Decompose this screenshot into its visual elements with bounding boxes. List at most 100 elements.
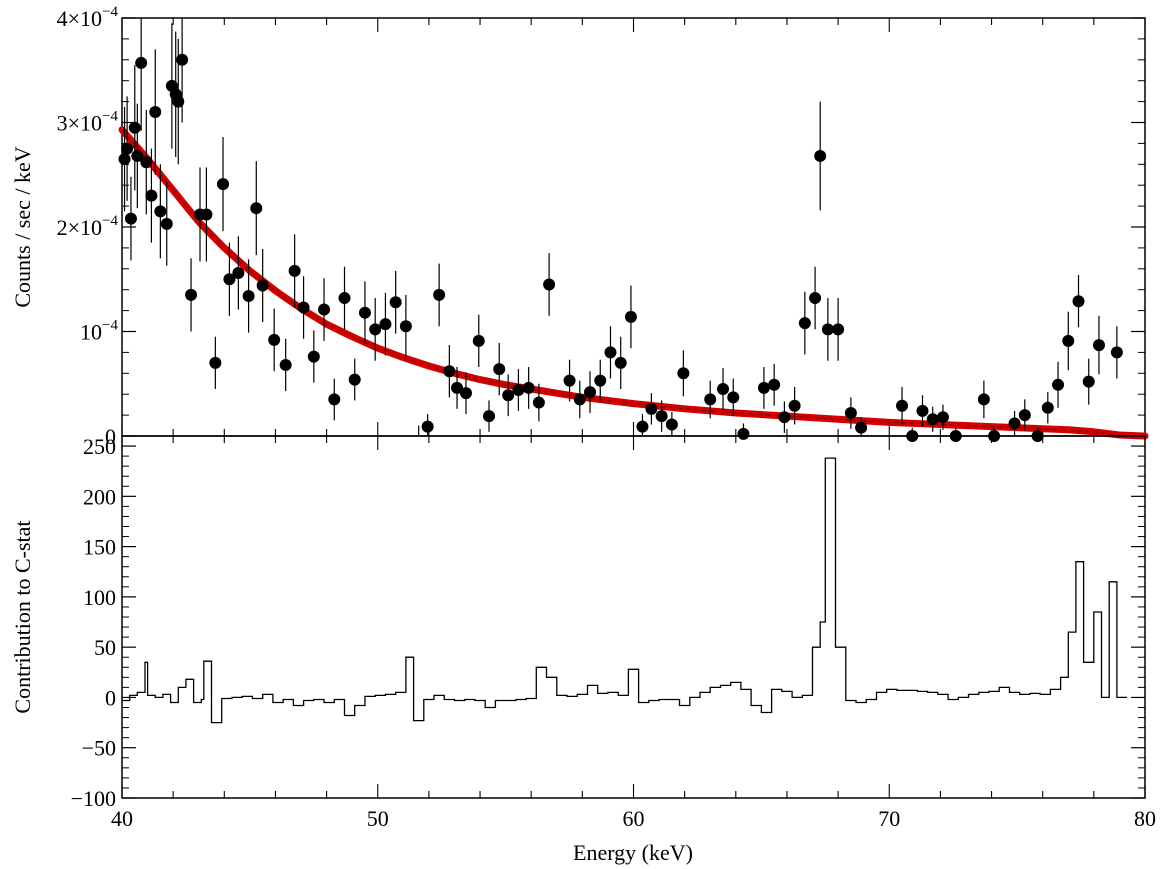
top-y-tick-exponent: −4	[102, 109, 118, 125]
data-point	[145, 189, 158, 202]
data-point	[379, 318, 392, 331]
data-point	[512, 384, 525, 397]
data-point	[131, 149, 144, 162]
bottom-panel: −100 −50 0 50 100 150 200 250 40 50 60 70 80 Contri…	[10, 434, 1156, 865]
data-point	[727, 391, 740, 404]
top-y-tick-label: 3×10	[57, 111, 102, 136]
bottom-y-tick-label: 200	[83, 484, 116, 509]
data-point	[665, 418, 678, 431]
data-point	[573, 393, 586, 406]
data-point	[717, 382, 730, 395]
data-point	[624, 310, 637, 323]
data-point	[223, 273, 236, 286]
top-y-tick-label: 0	[105, 424, 116, 449]
top-y-tick-exponent: −4	[102, 4, 118, 20]
data-point	[768, 378, 781, 391]
model-curve-band	[118, 126, 1149, 440]
data-point	[140, 156, 153, 169]
data-point	[348, 373, 361, 386]
data-point	[472, 334, 485, 347]
data-point	[328, 393, 341, 406]
data-point	[124, 212, 137, 225]
top-panel-frame	[121, 17, 1146, 437]
data-point	[737, 427, 750, 440]
data-point	[358, 306, 371, 319]
data-points	[118, 18, 1123, 442]
top-y-tick-label: 2×10	[57, 215, 102, 240]
data-point	[185, 288, 198, 301]
data-point	[268, 333, 281, 346]
data-point	[788, 399, 801, 412]
data-point	[977, 393, 990, 406]
top-y-tick-label: 10	[80, 320, 102, 345]
cstat-step-line	[122, 457, 1128, 724]
bottom-y-tick-label: 0	[105, 685, 116, 710]
data-point	[855, 421, 868, 434]
data-point	[645, 402, 658, 415]
x-axis-label: Energy (keV)	[573, 840, 693, 865]
x-tick-label: 50	[367, 806, 389, 831]
data-point	[459, 387, 472, 400]
data-point	[232, 266, 245, 279]
bottom-y-tick-label: −100	[71, 786, 116, 811]
top-panel: 010 −42×10 −43×10 −44×10 −4 Counts / sec / k…	[10, 4, 1149, 449]
bottom-y-ticks: −100 −50 0 50 100 150 200 250	[71, 434, 1145, 811]
data-point	[369, 323, 382, 336]
model-curve	[118, 126, 1149, 440]
bottom-y-tick-label: 250	[83, 434, 116, 459]
data-point	[809, 292, 822, 305]
data-point	[256, 279, 269, 292]
data-point	[1052, 378, 1065, 391]
data-point	[217, 178, 230, 191]
top-y-axis-label: Counts / sec / keV	[10, 146, 35, 307]
data-point	[844, 407, 857, 420]
data-point	[1041, 401, 1054, 414]
cstat-step-path	[122, 457, 1128, 724]
data-point	[172, 95, 185, 108]
model-curve-core	[121, 129, 1146, 437]
data-point	[522, 381, 535, 394]
data-point	[1062, 334, 1075, 347]
data-point	[896, 399, 909, 412]
data-point	[916, 404, 929, 417]
data-point	[563, 374, 576, 387]
data-point	[1110, 346, 1123, 359]
data-point	[338, 292, 351, 305]
data-point	[1008, 417, 1021, 430]
data-point	[1072, 295, 1085, 308]
data-point	[798, 317, 811, 330]
data-point	[279, 358, 292, 371]
data-point	[1092, 339, 1105, 352]
data-point	[704, 393, 717, 406]
data-point	[502, 389, 515, 402]
data-point	[677, 367, 690, 380]
data-point	[584, 386, 597, 399]
top-y-tick-exponent: −4	[102, 318, 118, 334]
data-point	[242, 289, 255, 302]
data-point	[1018, 409, 1031, 422]
data-point	[433, 288, 446, 301]
data-point	[451, 381, 464, 394]
data-point	[307, 350, 320, 363]
data-point	[821, 323, 834, 336]
data-point	[421, 420, 434, 433]
x-tick-label: 60	[623, 806, 645, 831]
data-point	[543, 278, 556, 291]
data-point	[118, 153, 131, 166]
bottom-x-ticks: 40 50 60 70 80	[111, 436, 1156, 831]
data-point	[209, 356, 222, 369]
x-tick-label: 80	[1134, 806, 1156, 831]
x-tick-label: 70	[878, 806, 900, 831]
data-point	[443, 365, 456, 378]
x-tick-label: 40	[111, 806, 133, 831]
data-point	[250, 202, 263, 215]
bottom-y-tick-label: −50	[82, 736, 116, 761]
data-point	[128, 121, 141, 134]
top-x-ticks	[121, 18, 1146, 436]
data-point	[176, 53, 189, 66]
data-point	[121, 142, 134, 155]
data-point	[149, 106, 162, 119]
data-point	[389, 296, 402, 309]
top-y-ticks: 010 −42×10 −43×10 −44×10 −4	[57, 4, 1145, 449]
